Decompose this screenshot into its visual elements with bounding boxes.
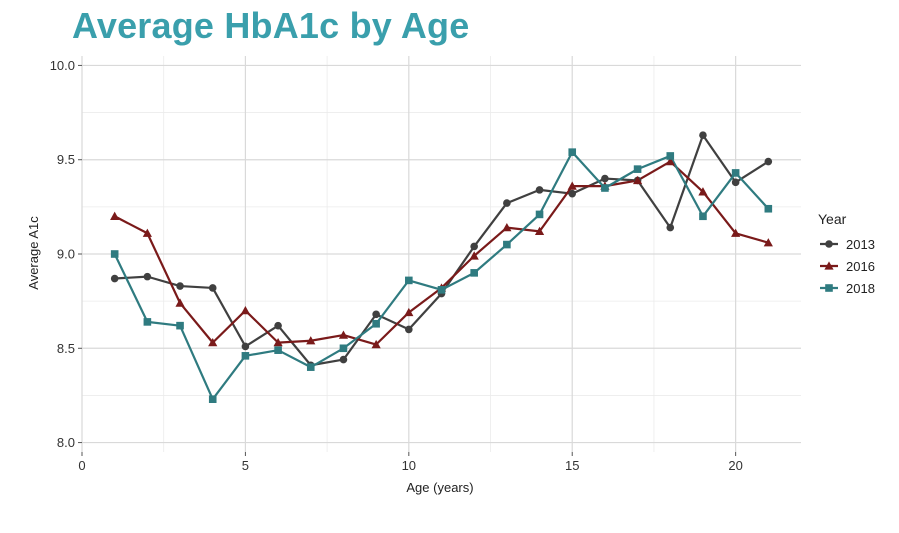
y-tick-label: 8.0: [57, 435, 75, 450]
data-point-2013: [699, 131, 707, 139]
data-point-2018: [601, 184, 609, 192]
series-line-2018: [113, 151, 770, 401]
y-tick-label: 8.5: [57, 341, 75, 356]
data-point-2016: [306, 336, 316, 345]
data-point-2016: [469, 251, 479, 260]
data-point-2018: [339, 344, 348, 353]
data-point-2018: [208, 395, 217, 403]
data-point-2016: [567, 181, 577, 190]
legend: Year 2013 2016 2018: [818, 211, 875, 296]
data-point-2016: [534, 226, 545, 236]
x-tick-label: 10: [402, 458, 416, 473]
data-point-2013: [568, 189, 577, 198]
data-point-2016: [404, 307, 414, 317]
data-point-2013: [601, 174, 609, 183]
legend-title: Year: [818, 211, 847, 227]
data-point-2013: [372, 310, 380, 319]
data-point-2016: [240, 305, 251, 315]
data-point-2016: [110, 211, 120, 220]
data-point-2013: [208, 284, 217, 292]
data-point-2013: [176, 282, 184, 290]
data-point-2013: [470, 242, 478, 251]
data-point-2013: [274, 321, 282, 330]
data-point-2013: [143, 272, 152, 281]
data-point-2016: [273, 338, 283, 347]
data-point-2018: [405, 276, 413, 285]
data-point-2013: [666, 223, 675, 232]
legend-marker-2013: [825, 240, 833, 248]
data-point-2013: [503, 199, 511, 207]
x-tick-label: 20: [728, 458, 742, 473]
data-point-2013: [339, 355, 348, 364]
y-axis-label: Average A1c: [26, 216, 41, 290]
data-point-2018: [437, 286, 446, 294]
data-point-2018: [306, 363, 315, 371]
data-point-2013: [241, 342, 250, 351]
data-point-2016: [502, 223, 512, 232]
data-point-2013: [731, 178, 740, 187]
series-markers: [110, 131, 773, 403]
legend-marker-2016: [824, 261, 834, 270]
data-point-2018: [372, 319, 380, 328]
data-point-2018: [568, 148, 577, 156]
data-point-2016: [371, 339, 381, 349]
data-point-2016: [731, 228, 741, 237]
data-point-2018: [764, 204, 773, 213]
series-line-2013: [114, 134, 769, 367]
data-point-2016: [665, 157, 675, 166]
data-point-2016: [632, 175, 643, 185]
data-point-2018: [666, 152, 675, 160]
data-point-2013: [405, 325, 413, 334]
x-tick-label: 0: [78, 458, 85, 473]
data-point-2018: [731, 169, 740, 177]
data-point-2018: [274, 346, 282, 354]
axes: 0 5 10 15 20 8.0 8.5 9.0 9.5 10.0: [50, 58, 743, 473]
data-point-2016: [175, 298, 185, 307]
data-point-2018: [633, 165, 642, 173]
data-point-2013: [764, 157, 773, 166]
data-point-2018: [470, 269, 478, 277]
data-point-2016: [338, 330, 349, 339]
series-lines: [113, 134, 770, 401]
grid: [81, 56, 801, 452]
data-point-2018: [143, 318, 152, 326]
data-point-2013: [535, 186, 544, 194]
data-point-2018: [241, 352, 250, 360]
x-axis-label: Age (years): [406, 480, 473, 495]
y-tick-label: 10.0: [50, 58, 75, 73]
data-point-2016: [698, 187, 708, 196]
x-tick-label: 5: [242, 458, 249, 473]
legend-label-2018: 2018: [846, 281, 875, 296]
y-tick-label: 9.0: [57, 247, 75, 262]
data-point-2016: [208, 338, 218, 347]
data-point-2018: [699, 212, 707, 221]
chart-title: Average HbA1c by Age: [72, 5, 470, 46]
data-point-2016: [763, 238, 773, 247]
series-line-2016: [114, 160, 769, 346]
data-point-2013: [110, 274, 119, 283]
data-point-2018: [110, 250, 119, 258]
data-point-2018: [503, 240, 511, 249]
data-point-2018: [535, 210, 544, 219]
legend-label-2016: 2016: [846, 259, 875, 274]
legend-marker-2018: [825, 284, 833, 292]
legend-label-2013: 2013: [846, 237, 875, 252]
data-point-2016: [142, 228, 152, 237]
x-tick-label: 15: [565, 458, 579, 473]
data-point-2018: [176, 321, 184, 330]
y-tick-label: 9.5: [57, 152, 75, 167]
